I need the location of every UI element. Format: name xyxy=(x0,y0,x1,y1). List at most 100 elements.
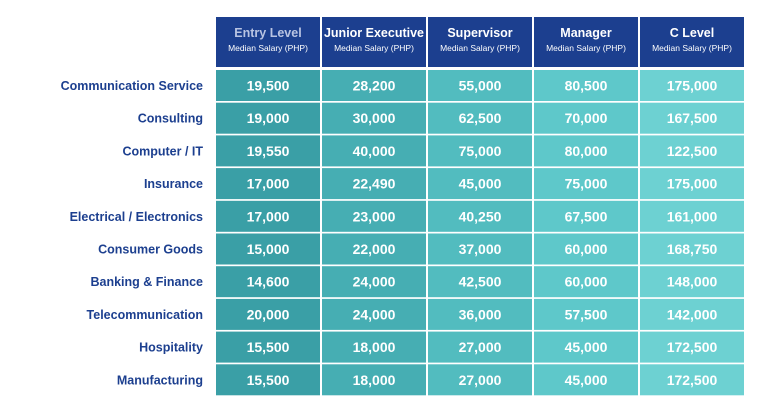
cell-value: 40,000 xyxy=(353,143,396,159)
column-header-title: Junior Executive xyxy=(324,26,424,40)
table-cell xyxy=(640,70,744,101)
table-body: Communication Service 19,500 28,200 55,000 8… xyxy=(61,70,744,396)
cell-value: 172,500 xyxy=(667,339,718,355)
table-cell xyxy=(428,298,532,330)
table-row: Telecommunication 20,000 24,000 36,000 57,50… xyxy=(87,298,744,330)
table-cell xyxy=(640,102,744,134)
table-cell xyxy=(534,266,638,298)
cell-value: 57,500 xyxy=(565,306,608,322)
row-label: Banking & Finance xyxy=(90,275,203,289)
cell-value: 167,500 xyxy=(667,110,718,126)
cell-value: 19,550 xyxy=(247,143,290,159)
row-label: Consumer Goods xyxy=(98,243,203,257)
row-label: Telecommunication xyxy=(87,308,203,322)
table-row: Manufacturing 15,500 18,000 27,000 45,000 172… xyxy=(117,364,744,396)
table-cell xyxy=(640,168,744,200)
cell-value: 60,000 xyxy=(565,274,608,290)
row-label: Consulting xyxy=(138,112,203,126)
cell-value: 67,500 xyxy=(565,208,608,224)
cell-value: 142,000 xyxy=(667,306,718,322)
table-row: Hospitality 15,500 18,000 27,000 45,000 172,5… xyxy=(139,331,744,363)
cell-value: 18,000 xyxy=(353,339,396,355)
cell-value: 30,000 xyxy=(353,110,396,126)
table-cell xyxy=(216,135,320,167)
cell-value: 37,000 xyxy=(459,241,502,257)
column-header-subtitle: Median Salary (PHP) xyxy=(334,43,414,53)
row-label: Manufacturing xyxy=(117,373,203,387)
table-row: Consumer Goods 15,000 22,000 37,000 60,000 16… xyxy=(98,233,744,265)
cell-value: 80,000 xyxy=(565,143,608,159)
row-label: Insurance xyxy=(144,177,203,191)
cell-value: 45,000 xyxy=(459,176,502,192)
table-cell xyxy=(534,298,638,330)
cell-value: 70,000 xyxy=(565,110,608,126)
table-cell xyxy=(216,200,320,232)
cell-value: 17,000 xyxy=(247,208,290,224)
cell-value: 122,500 xyxy=(667,143,718,159)
cell-value: 15,500 xyxy=(247,339,290,355)
cell-value: 24,000 xyxy=(353,306,396,322)
cell-value: 55,000 xyxy=(459,78,502,94)
table-row: Communication Service 19,500 28,200 55,000 8… xyxy=(61,70,744,101)
cell-value: 172,500 xyxy=(667,372,718,388)
column-header-subtitle: Median Salary (PHP) xyxy=(546,43,626,53)
table-cell xyxy=(640,200,744,232)
cell-value: 175,000 xyxy=(667,176,718,192)
table-cell xyxy=(534,135,638,167)
cell-value: 42,500 xyxy=(459,274,502,290)
column-header-title: Entry Level xyxy=(234,26,301,40)
cell-value: 161,000 xyxy=(667,208,718,224)
table-cell xyxy=(534,168,638,200)
cell-value: 36,000 xyxy=(459,306,502,322)
cell-value: 19,000 xyxy=(247,110,290,126)
table-cell xyxy=(640,298,744,330)
cell-value: 75,000 xyxy=(459,143,502,159)
row-label: Computer / IT xyxy=(122,144,203,158)
table-cell xyxy=(322,70,426,101)
cell-value: 75,000 xyxy=(565,176,608,192)
cell-value: 168,750 xyxy=(667,241,718,257)
cell-value: 17,000 xyxy=(247,176,290,192)
table-cell xyxy=(428,200,532,232)
table-cell xyxy=(640,266,744,298)
cell-value: 15,000 xyxy=(247,241,290,257)
table-cell xyxy=(216,266,320,298)
cell-value: 27,000 xyxy=(459,372,502,388)
column-header-title: C Level xyxy=(670,26,714,40)
table-cell xyxy=(216,331,320,363)
table-cell xyxy=(534,102,638,134)
cell-value: 18,000 xyxy=(353,372,396,388)
cell-value: 24,000 xyxy=(353,274,396,290)
cell-value: 22,490 xyxy=(353,176,396,192)
cell-value: 148,000 xyxy=(667,274,718,290)
table-cell xyxy=(428,364,532,396)
table-cell xyxy=(428,102,532,134)
cell-value: 27,000 xyxy=(459,339,502,355)
table-row: Consulting 19,000 30,000 62,500 70,000 167,50… xyxy=(138,102,744,134)
column-header-bg xyxy=(640,17,744,67)
column-header-subtitle: Median Salary (PHP) xyxy=(652,43,732,53)
column-header-bg xyxy=(322,17,426,67)
row-label: Communication Service xyxy=(61,79,203,93)
table-row: Computer / IT 19,550 40,000 75,000 80,000 122… xyxy=(122,135,744,167)
column-header-title: Manager xyxy=(560,26,612,40)
table-cell xyxy=(322,233,426,265)
column-headers: Entry Level Median Salary (PHP) Junior Exe… xyxy=(216,17,744,67)
table-cell xyxy=(322,102,426,134)
column-header-bg xyxy=(534,17,638,67)
table-cell xyxy=(428,331,532,363)
table-cell xyxy=(534,70,638,101)
table-cell xyxy=(322,331,426,363)
column-header-bg xyxy=(428,17,532,67)
table-cell xyxy=(216,364,320,396)
column-header-subtitle: Median Salary (PHP) xyxy=(440,43,520,53)
cell-value: 22,000 xyxy=(353,241,396,257)
table-cell xyxy=(640,364,744,396)
table-cell xyxy=(428,266,532,298)
table-cell xyxy=(428,135,532,167)
table-cell xyxy=(322,168,426,200)
table-cell xyxy=(640,331,744,363)
table-cell xyxy=(216,70,320,101)
table-row: Banking & Finance 14,600 24,000 42,500 60,00… xyxy=(90,266,744,298)
